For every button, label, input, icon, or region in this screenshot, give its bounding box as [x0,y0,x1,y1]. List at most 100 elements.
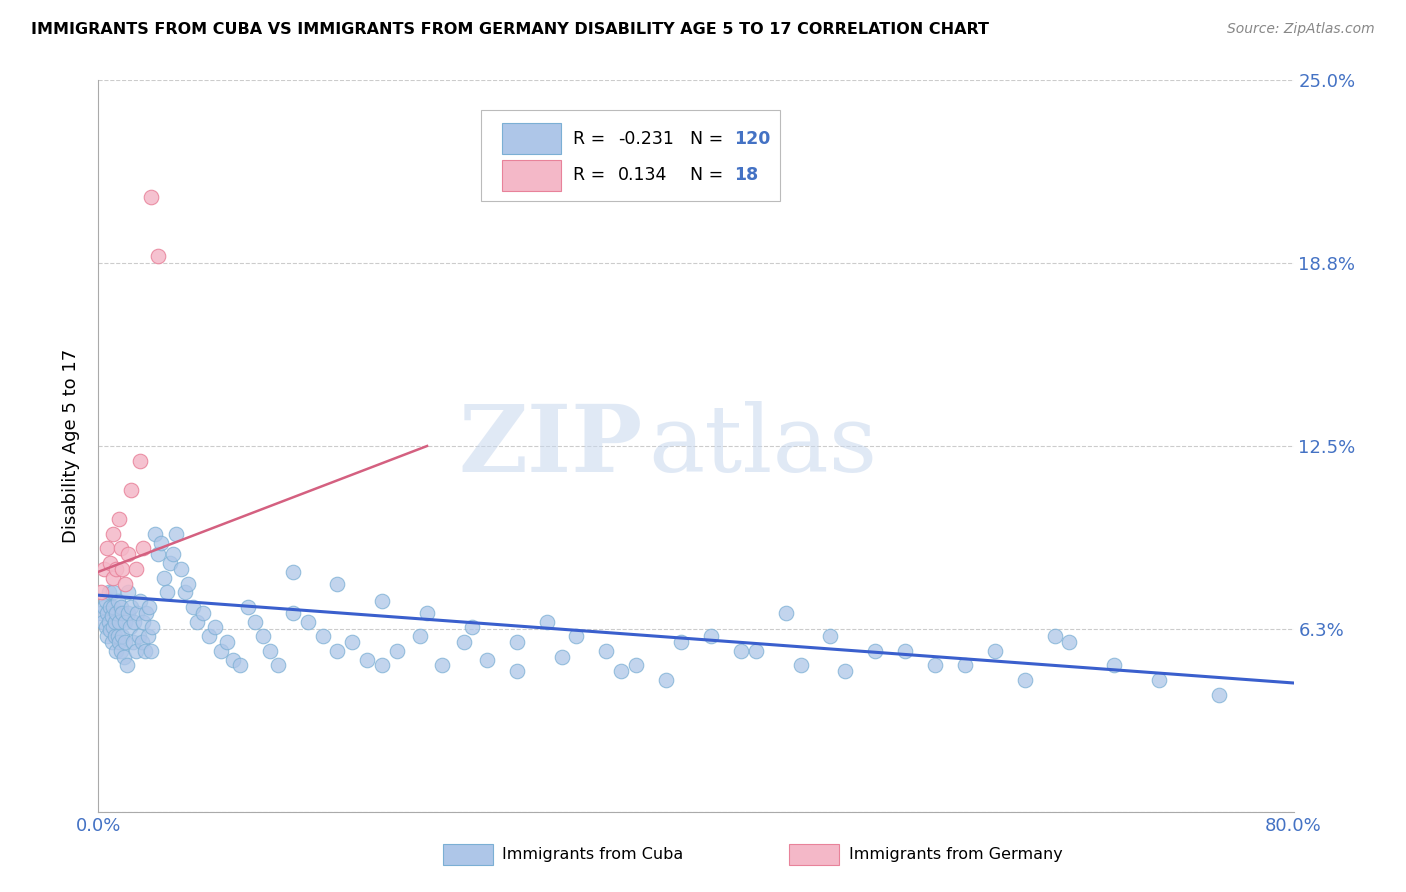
Point [1043,629,1066,643]
Point [984,644,1007,658]
Text: 18: 18 [734,167,758,185]
Point [136,629,159,643]
Text: Source: ZipAtlas.com: Source: ZipAtlas.com [1227,22,1375,37]
Point [117,585,139,599]
Point [550,649,572,664]
Point [669,635,692,649]
Point [326,644,349,658]
Point [820,629,842,643]
Point [148,547,170,561]
Point [110,541,132,556]
Text: IMMIGRANTS FROM CUBA VS IMMIGRANTS FROM GERMANY DISABILITY AGE 5 TO 17 CORRELATI: IMMIGRANTS FROM CUBA VS IMMIGRANTS FROM … [31,22,988,37]
Point [267,658,290,673]
Point [461,620,484,634]
Point [138,599,160,614]
Point [111,606,134,620]
Text: N =: N = [690,130,728,148]
Point [117,547,139,561]
Point [114,576,136,591]
Point [229,658,252,673]
Point [506,635,529,649]
Text: ZIP: ZIP [458,401,643,491]
Point [135,606,157,620]
Point [105,644,128,658]
Point [595,644,617,658]
Point [120,483,142,497]
Point [96,541,118,556]
Point [834,665,856,679]
Point [107,629,129,643]
Point [281,606,304,620]
Point [98,556,122,570]
Point [90,585,112,599]
Point [132,615,155,629]
Point [125,644,148,658]
Point [245,615,267,629]
Point [104,629,127,643]
Point [125,562,148,576]
Point [475,652,498,666]
Point [655,673,678,687]
Point [139,190,162,204]
Point [159,556,181,570]
Point [371,658,394,673]
Point [107,594,129,608]
Point [110,644,132,658]
Point [1014,673,1036,687]
Point [111,562,134,576]
Point [165,526,187,541]
Point [129,594,152,608]
Point [98,599,122,614]
Point [112,649,135,664]
Point [453,635,475,649]
Point [215,635,238,649]
Point [252,629,274,643]
FancyBboxPatch shape [443,844,494,864]
Point [311,629,333,643]
Point [103,620,125,634]
Point [90,606,112,620]
Point [93,599,115,614]
Point [153,571,176,585]
Point [565,629,588,643]
FancyBboxPatch shape [789,844,839,864]
Point [98,624,122,638]
Point [865,644,887,658]
Point [103,599,125,614]
Text: Immigrants from Cuba: Immigrants from Cuba [502,847,683,862]
Point [134,644,156,658]
Point [1059,635,1081,649]
Point [97,585,120,599]
Point [101,608,124,623]
FancyBboxPatch shape [481,110,780,201]
Point [536,615,558,629]
Point [108,635,131,649]
Point [94,594,117,608]
Point [131,635,153,649]
Point [745,644,768,658]
Point [186,615,208,629]
Point [150,535,173,549]
Point [96,606,118,620]
Point [222,652,245,666]
Point [108,615,131,629]
Point [162,547,184,561]
Point [326,576,349,591]
Point [700,629,723,643]
Point [114,615,136,629]
Point [110,599,132,614]
Point [108,512,131,526]
Point [114,635,136,649]
Point [297,615,319,629]
Point [356,652,378,666]
Point [177,576,200,591]
FancyBboxPatch shape [502,160,561,191]
Point [105,562,128,576]
Point [416,606,439,620]
Point [181,599,204,614]
Point [430,658,453,673]
Point [118,620,141,634]
Text: Immigrants from Germany: Immigrants from Germany [849,847,1063,862]
Point [93,562,115,576]
Point [115,658,138,673]
